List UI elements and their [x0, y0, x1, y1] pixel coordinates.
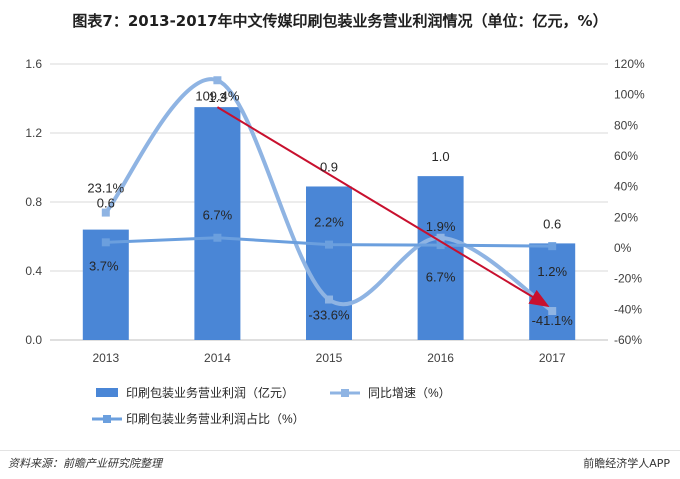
chart-title: 图表7：2013-2017年中文传媒印刷包装业务营业利润情况（单位：亿元，%） — [72, 12, 608, 30]
growth-rate-label: 6.7% — [426, 270, 456, 285]
bar-value-label: 0.9 — [320, 159, 338, 174]
legend-label-growth: 同比增速（%） — [368, 386, 451, 400]
right-axis-tick-label: -60% — [614, 333, 642, 347]
growth-rate-line — [104, 77, 554, 313]
x-axis-tick-label: 2017 — [539, 351, 566, 365]
right-axis-tick-label: 80% — [614, 118, 638, 132]
share-point — [325, 240, 333, 249]
share-point — [548, 242, 557, 251]
right-axis-tick-label: 0% — [614, 241, 632, 255]
bar — [82, 229, 129, 340]
bar-value-label: 1.0 — [432, 149, 450, 164]
right-axis-tick-label: 120% — [614, 57, 645, 71]
x-axis-tick-label: 2015 — [316, 351, 343, 365]
x-axis-tick-label: 2014 — [204, 351, 231, 365]
growth-rate-label: 109.4% — [195, 88, 240, 103]
growth-rate-label: -33.6% — [308, 308, 350, 323]
bar-value-label: 0.6 — [543, 216, 561, 231]
right-axis-tick-label: -20% — [614, 272, 642, 286]
growth-rate-label: 23.1% — [87, 181, 124, 196]
bar-value-label: 0.6 — [97, 196, 115, 211]
source-note: 资料来源：前瞻产业研究院整理 — [8, 457, 162, 470]
right-axis-tick-label: -40% — [614, 302, 642, 316]
growth-rate-label: -41.1% — [532, 313, 574, 328]
legend-marker-growth — [341, 389, 349, 397]
growth-rate-point — [101, 208, 110, 217]
growth-rate-point — [436, 233, 445, 242]
legend-label-share: 印刷包装业务营业利润占比（%） — [126, 411, 305, 426]
footer-divider — [0, 450, 680, 451]
growth-rate-point — [548, 307, 557, 316]
legend-swatch-bar — [96, 388, 118, 397]
share-label: 1.2% — [537, 264, 567, 279]
share-label: 3.7% — [89, 258, 119, 273]
bar — [194, 107, 241, 340]
left-axis-tick-label: 0.0 — [25, 333, 42, 347]
growth-rate-point — [213, 76, 222, 85]
legend-label-profit: 印刷包装业务营业利润（亿元） — [126, 385, 294, 400]
right-axis-tick-label: 40% — [614, 180, 638, 194]
growth-rate-point — [325, 295, 333, 304]
left-axis-tick-label: 1.6 — [25, 57, 42, 71]
share-point — [101, 238, 110, 247]
share-label: 2.2% — [314, 215, 344, 230]
legend-marker-share — [103, 415, 111, 423]
right-axis-tick-label: 100% — [614, 88, 645, 102]
share-point — [213, 233, 222, 242]
x-axis-tick-label: 2016 — [427, 351, 454, 365]
share-point — [436, 241, 445, 250]
brand-label: 前瞻经济学人APP — [583, 457, 670, 470]
trend-arrow — [216, 106, 550, 308]
bar — [306, 186, 352, 340]
x-axis-tick-label: 2013 — [92, 351, 119, 365]
bar-value-label: 1.3 — [208, 90, 226, 105]
bar — [417, 176, 464, 340]
right-axis-tick-label: 60% — [614, 149, 638, 163]
right-axis-tick-label: 20% — [614, 210, 638, 224]
left-axis-tick-label: 0.4 — [25, 264, 42, 278]
share-label: 1.9% — [426, 219, 456, 234]
left-axis-tick-label: 0.8 — [25, 195, 42, 209]
share-label: 6.7% — [203, 208, 233, 223]
left-axis-tick-label: 1.2 — [25, 126, 42, 140]
